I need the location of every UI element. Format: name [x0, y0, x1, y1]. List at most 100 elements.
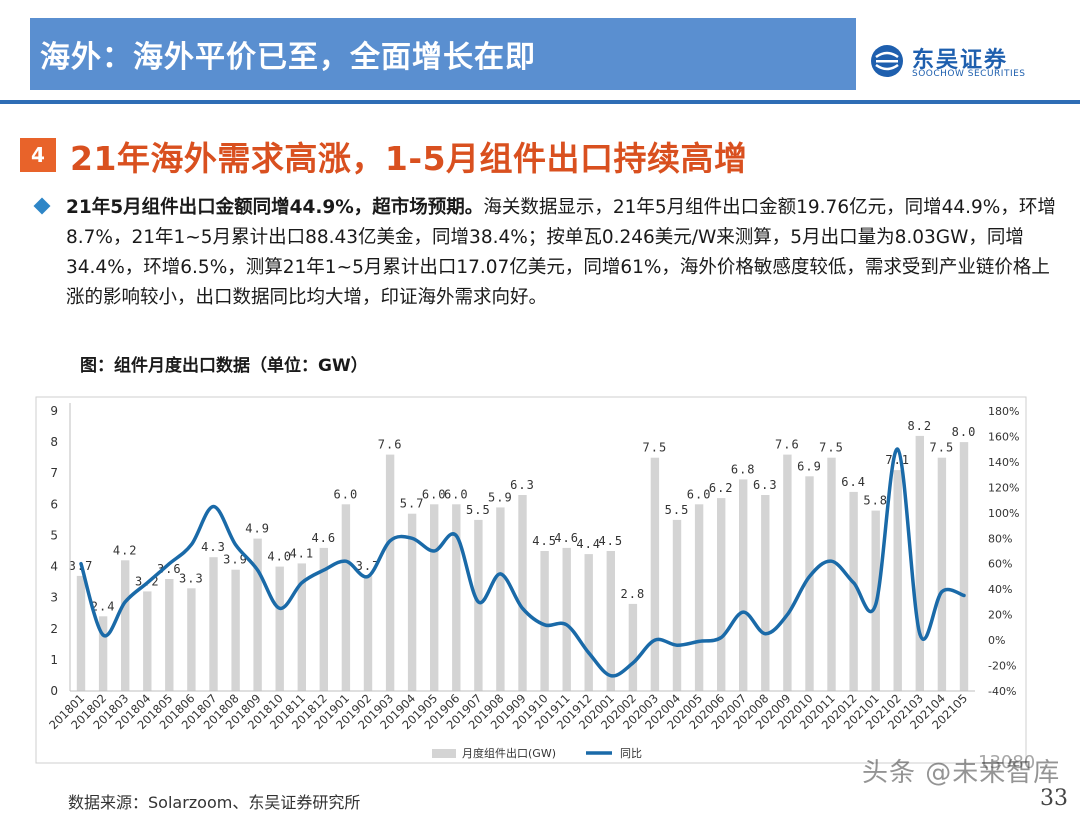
right-tick-label: 60% [988, 558, 1012, 571]
bar [385, 454, 395, 691]
right-tick-label: 140% [988, 456, 1019, 469]
yoy-line [79, 447, 966, 678]
bar-value-label: 4.5 [532, 534, 557, 548]
bar [540, 551, 549, 691]
bar-value-label: 5.7 [400, 497, 425, 511]
bar [717, 498, 726, 691]
bar-value-label: 6.3 [510, 478, 535, 492]
bar [187, 588, 196, 691]
bar [319, 547, 328, 691]
bar-value-label: 3.9 [223, 553, 248, 567]
logo-mark-icon [871, 45, 903, 77]
bar-value-label: 2.8 [621, 587, 646, 601]
bar-value-label: 6.0 [687, 487, 712, 501]
bar-value-label: 6.2 [709, 481, 734, 495]
bar-value-label: 4.4 [576, 537, 601, 551]
bar [363, 575, 373, 691]
bar-value-label: 7.5 [930, 441, 955, 455]
right-tick-label: 80% [988, 532, 1012, 545]
summary-highlight: 21年5月组件出口金额同增44.9%，超市场预期。 [66, 197, 484, 218]
section-title: 21年海外需求高涨，1-5月组件出口持续高增 [70, 139, 748, 178]
header-divider [0, 100, 1080, 104]
left-tick-label: 3 [50, 591, 58, 605]
bar [827, 457, 836, 691]
data-source: 数据来源：Solarzoom、东吴证券研究所 [68, 793, 361, 812]
bar-value-label: 4.5 [598, 534, 623, 548]
bar-value-label: 4.3 [201, 540, 226, 554]
bar [959, 442, 969, 691]
bar-value-label: 6.9 [797, 459, 822, 473]
bar [694, 504, 704, 691]
bar [407, 513, 417, 691]
bar [937, 457, 947, 691]
bar-value-label: 7.1 [885, 453, 910, 467]
bar-value-label: 6.0 [444, 487, 469, 501]
bar-value-label: 4.1 [289, 546, 314, 560]
bar-value-label: 4.6 [554, 531, 579, 545]
bar [584, 554, 593, 691]
left-tick-label: 6 [50, 497, 58, 511]
bar [452, 504, 461, 691]
export-chart: 3.72.44.23.23.63.34.33.94.94.04.14.66.03… [35, 396, 1027, 764]
bar-value-label: 7.6 [775, 438, 800, 452]
bar [783, 454, 792, 691]
bar [805, 476, 814, 691]
bar-value-label: 7.5 [819, 441, 844, 455]
bar-value-label: 6.4 [841, 475, 866, 489]
brand-logo: 东吴证券 SOOCHOW SECURITIES [870, 40, 1060, 90]
left-tick-label: 2 [50, 622, 58, 636]
bar [562, 547, 571, 691]
bar [253, 538, 262, 691]
bar [672, 519, 682, 691]
diamond-bullet-icon [33, 197, 51, 215]
logo-text-cn: 东吴证券 [912, 48, 1009, 73]
right-axis: -40% -20% 0% 20% 40% 60% 80% 100% 120% 140% 160% 18… [988, 405, 1019, 698]
bar-value-label: 8.0 [952, 425, 977, 439]
right-tick-label: 160% [988, 431, 1019, 444]
bar-value-label: 6.0 [334, 487, 359, 501]
left-tick-label: 5 [50, 528, 58, 542]
bar [209, 557, 218, 691]
header-bar [30, 18, 856, 90]
bar-value-label: 4.2 [113, 543, 138, 557]
bar-value-label: 6.0 [422, 487, 447, 501]
left-tick-label: 7 [50, 466, 58, 480]
bar [628, 603, 638, 691]
bar-value-label: 5.8 [863, 494, 888, 508]
bar [121, 560, 130, 691]
right-tick-label: 0% [988, 634, 1005, 647]
bar [143, 591, 152, 691]
x-axis: 2018012018022018032018042018052018062018… [46, 690, 975, 732]
bar [518, 495, 527, 691]
bar-value-label: 7.6 [378, 438, 403, 452]
bar-value-labels: 3.72.44.23.23.63.34.33.94.94.04.14.66.03… [69, 419, 977, 613]
bar [297, 563, 306, 691]
bar [606, 551, 615, 691]
right-tick-label: 180% [988, 405, 1019, 418]
page-number: 33 [1040, 786, 1068, 811]
bar [231, 569, 240, 691]
bar-value-label: 4.6 [311, 531, 336, 545]
summary-text: 海关数据显示，21年5月组件出口金额19.76亿元，同增44.9%，环增8.7%… [66, 197, 1056, 308]
chart-border [35, 396, 1027, 764]
bar [76, 575, 86, 691]
bar [275, 566, 284, 691]
left-tick-label: 4 [50, 560, 58, 574]
bar [341, 504, 351, 691]
bar-value-label: 5.5 [665, 503, 690, 517]
bar [915, 435, 924, 691]
bar-value-label: 5.5 [466, 503, 491, 517]
right-tick-label: 40% [988, 583, 1012, 596]
page-title: 海外：海外平价已至，全面增长在即 [40, 40, 536, 75]
logo-text-en: SOOCHOW SECURITIES [912, 69, 1026, 79]
bar [761, 495, 770, 691]
chart-legend: 月度组件出口(GW) 同比 [432, 746, 642, 760]
legend-bar-label: 月度组件出口(GW) [462, 746, 556, 760]
right-tick-label: 20% [988, 609, 1012, 622]
legend-line-label: 同比 [620, 747, 642, 760]
bar-value-label: 3.3 [179, 571, 204, 585]
left-tick-label: 9 [50, 404, 58, 418]
bar-value-label: 6.8 [731, 462, 756, 476]
right-tick-label: -20% [988, 660, 1016, 673]
bar [474, 519, 483, 691]
